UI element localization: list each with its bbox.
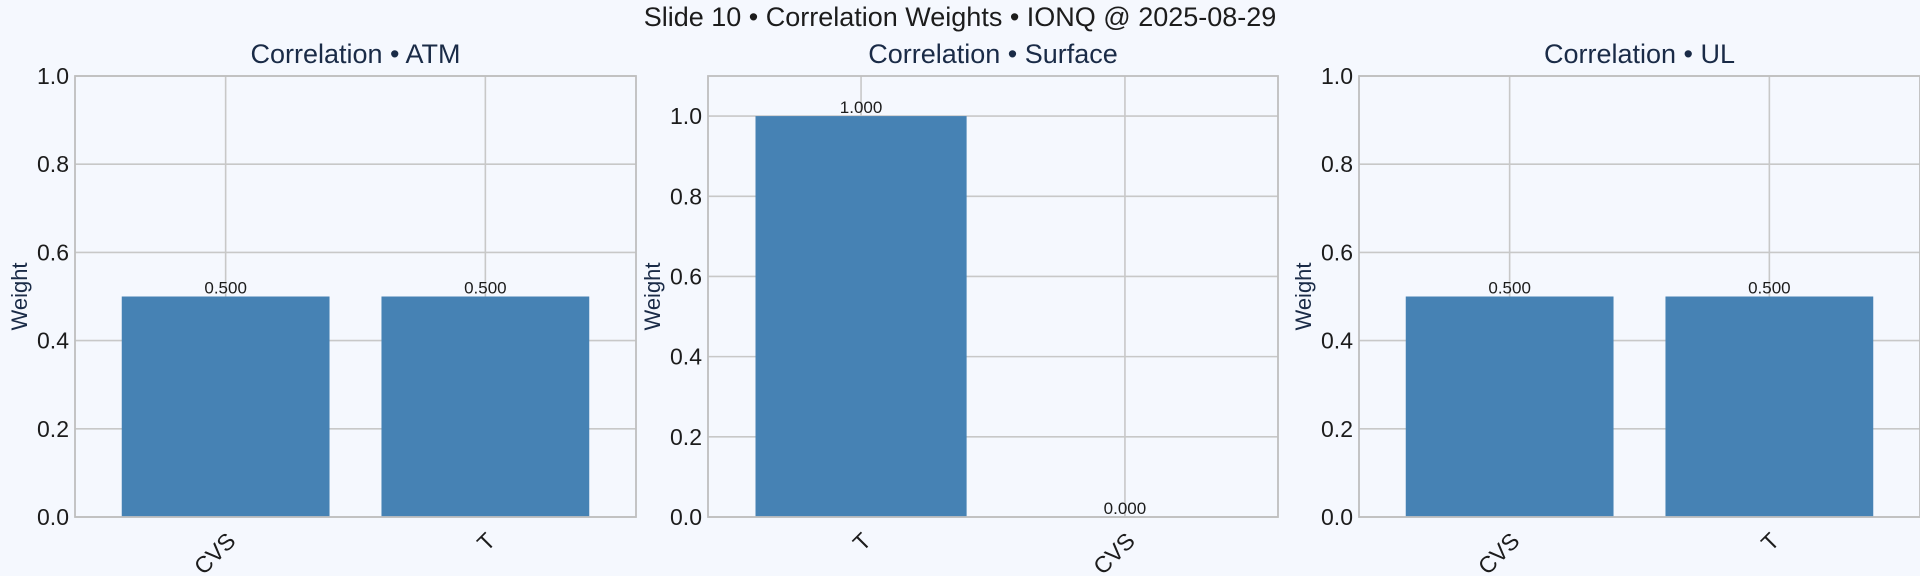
bar-value-label: 0.000 [1104,499,1147,518]
y-tick-label: 0.2 [1321,416,1353,442]
chart-title: Correlation • ATM [250,39,460,69]
y-axis-label: Weight [7,262,32,330]
axes-frame [74,75,637,518]
y-tick-label: 0.8 [37,151,69,177]
bar-t [1665,296,1874,517]
bar-t [381,296,590,517]
x-tick-label: CVS [1473,528,1525,576]
bar-value-label: 0.500 [1748,279,1791,298]
y-axis-label: Weight [1291,262,1316,330]
chart-title: Correlation • Surface [868,39,1118,69]
y-tick-label: 0.4 [1321,328,1353,354]
bar-value-label: 1.000 [840,98,883,117]
y-tick-label: 0.2 [37,416,69,442]
axes-frame [1358,75,1920,518]
bar-value-label: 0.500 [1488,279,1531,298]
y-tick-label: 0.4 [37,328,69,354]
y-tick-label: 0.8 [1321,151,1353,177]
chart-title: Correlation • UL [1544,39,1735,69]
bar-t [755,116,967,517]
y-tick-label: 0.2 [670,424,702,450]
y-tick-label: 0.0 [37,504,69,530]
axes-frame [707,75,1279,518]
y-axis-label: Weight [640,262,665,330]
y-tick-label: 0.6 [1321,239,1353,265]
y-tick-label: 0.4 [670,344,702,370]
y-tick-label: 1.0 [37,63,69,89]
x-tick-label: T [1756,528,1784,556]
bar-value-label: 0.500 [204,279,247,298]
y-tick-label: 0.0 [1321,504,1353,530]
y-tick-label: 0.8 [670,183,702,209]
y-tick-label: 0.0 [670,504,702,530]
figure-suptitle: Slide 10 • Correlation Weights • IONQ @ … [643,2,1277,32]
bar-cvs [1405,296,1614,517]
y-tick-label: 0.6 [670,263,702,289]
bar-cvs [121,296,330,517]
y-tick-label: 1.0 [670,103,702,129]
bar-value-label: 0.500 [464,279,507,298]
y-tick-label: 1.0 [1321,63,1353,89]
y-tick-label: 0.6 [37,239,69,265]
